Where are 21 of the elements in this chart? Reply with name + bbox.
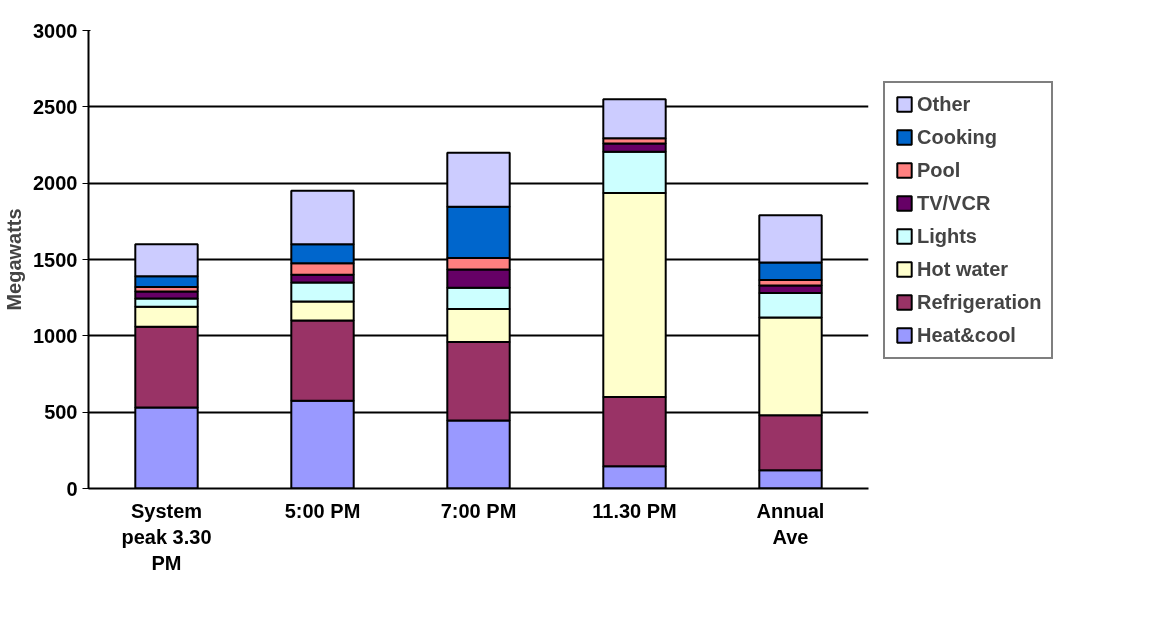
- y-tick-label: 1000: [33, 324, 78, 347]
- legend-label: Pool: [917, 158, 961, 182]
- y-tick-label: 2000: [33, 172, 78, 195]
- legend-label: TV/VCR: [917, 191, 991, 215]
- y-tick-label: 0: [66, 477, 78, 500]
- y-tick-label: 500: [44, 401, 78, 424]
- legend-label: Hot water: [917, 257, 1009, 281]
- y-tick-label: 1500: [33, 248, 78, 271]
- x-tick-label: System peak 3.30 PM: [121, 499, 212, 575]
- legend-label: Cooking: [917, 125, 997, 149]
- y-tick-label: 3000: [33, 19, 78, 42]
- x-tick-label: 5:00 PM: [284, 499, 361, 522]
- legend-label: Heat&cool: [917, 323, 1016, 347]
- x-tick-label: 11.30 PM: [592, 499, 677, 522]
- y-axis-title: Megawatts: [3, 208, 26, 311]
- x-tick-label: Annual Ave: [756, 499, 825, 548]
- legend-label: Other: [917, 92, 971, 116]
- x-tick-label: 7:00 PM: [440, 499, 517, 522]
- legend-label: Lights: [917, 224, 977, 248]
- legend-label: Refrigeration: [917, 290, 1042, 314]
- y-tick-label: 2500: [33, 95, 78, 118]
